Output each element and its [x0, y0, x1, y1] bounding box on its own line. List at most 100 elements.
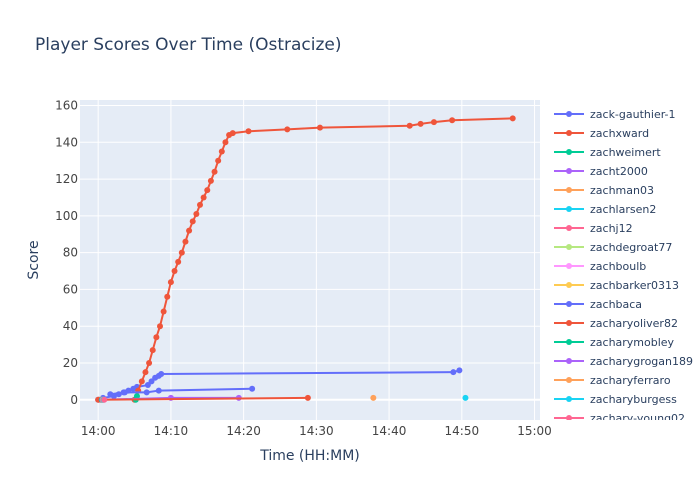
data-point [456, 367, 463, 374]
legend-item[interactable]: zachary-young02 [554, 412, 685, 425]
data-point [142, 369, 149, 376]
legend-item[interactable]: zachdegroat77 [554, 241, 672, 254]
data-point [211, 168, 218, 175]
data-point [155, 387, 162, 394]
legend-item[interactable]: zachlarsen2 [554, 203, 656, 216]
data-point [449, 117, 456, 124]
y-tick-label: 60 [63, 282, 78, 296]
x-tick-label: 14:40 [372, 424, 407, 438]
y-tick-label: 100 [55, 209, 78, 223]
data-point [164, 293, 171, 300]
legend-label: zacharyburgess [590, 393, 677, 406]
legend-item[interactable]: zacharyburgess [554, 393, 677, 406]
data-point [148, 378, 155, 385]
data-point [186, 227, 193, 234]
data-point [144, 382, 151, 389]
legend-label: zacharyoliver82 [590, 317, 678, 330]
y-tick-label: 40 [63, 319, 78, 333]
legend-marker-swatch [566, 358, 572, 364]
data-point [167, 279, 174, 286]
legend-item[interactable]: zacharygrogan189 [554, 355, 693, 368]
legend-item[interactable]: zacharyoliver82 [554, 317, 678, 330]
y-tick-label: 140 [55, 135, 78, 149]
data-point [218, 148, 225, 155]
y-tick-label: 80 [63, 246, 78, 260]
data-point [149, 347, 156, 354]
legend-marker-swatch [566, 149, 572, 155]
data-point [249, 385, 256, 392]
data-point [182, 238, 189, 245]
data-point [284, 126, 291, 133]
legend-item[interactable]: zachbarker0313 [554, 279, 679, 292]
series-zachman03 [370, 394, 377, 401]
legend-item[interactable]: zachweimert [554, 146, 661, 159]
legend-item[interactable]: zacharyferraro [554, 374, 671, 387]
legend-item[interactable]: zachman03 [554, 184, 654, 197]
x-tick-label: 14:30 [299, 424, 334, 438]
series-zachary-young02 [101, 396, 108, 403]
legend-label: zachxward [590, 127, 649, 140]
series-zachbaca [107, 385, 256, 398]
x-axis-title: Time (HH:MM) [259, 448, 360, 464]
series-zachxward [131, 115, 516, 403]
legend-item[interactable]: zachj12 [554, 222, 633, 235]
data-point [143, 389, 150, 396]
data-point [175, 258, 182, 265]
data-point [193, 211, 200, 218]
data-point [430, 119, 437, 126]
legend-item[interactable]: zack-gauthier-1 [554, 108, 676, 121]
legend-marker-swatch [566, 130, 572, 136]
gridlines [80, 100, 540, 420]
data-point [107, 391, 114, 398]
legend-item[interactable]: zachxward [554, 127, 649, 140]
legend-marker-swatch [566, 225, 572, 231]
legend-label: zachary-young02 [590, 412, 685, 425]
data-point [245, 128, 252, 135]
legend-item[interactable]: zachbaca [554, 298, 642, 311]
legend-label: zachj12 [590, 222, 633, 235]
legend-label: zachdegroat77 [590, 241, 672, 254]
series-line [98, 396, 308, 401]
data-point [207, 177, 214, 184]
x-tick-label: 14:10 [154, 424, 189, 438]
data-point [222, 139, 229, 146]
legend-marker-swatch [566, 263, 572, 269]
legend[interactable]: zack-gauthier-1 zachxward zachweimert zacht… [554, 108, 693, 425]
legend-label: zachboulb [590, 260, 646, 273]
data-point [509, 115, 516, 122]
legend-label: zacharygrogan189 [590, 355, 693, 368]
data-point [406, 122, 413, 129]
y-tick-label: 20 [63, 356, 78, 370]
legend-marker-swatch [566, 282, 572, 288]
data-point [146, 359, 153, 366]
legend-label: zachweimert [590, 146, 661, 159]
legend-label: zacharymobley [590, 336, 675, 349]
data-point [138, 378, 145, 385]
legend-label: zack-gauthier-1 [590, 108, 676, 121]
legend-marker-swatch [566, 111, 572, 117]
legend-label: zachbarker0313 [590, 279, 679, 292]
chart-title: Player Scores Over Time (Ostracize) [35, 35, 342, 55]
data-point [229, 130, 236, 137]
data-point [133, 393, 140, 400]
legend-item[interactable]: zacht2000 [554, 165, 648, 178]
data-point [101, 396, 108, 403]
y-axis-title: Score [26, 240, 42, 279]
data-point [153, 334, 160, 341]
data-point [370, 394, 377, 401]
legend-marker-swatch [566, 168, 572, 174]
legend-item[interactable]: zachboulb [554, 260, 646, 273]
data-point [215, 157, 222, 164]
legend-marker-swatch [566, 377, 572, 383]
legend-label: zachman03 [590, 184, 654, 197]
data-point [204, 187, 211, 194]
legend-marker-swatch [566, 301, 572, 307]
series-zachlarsen2 [462, 394, 469, 401]
y-axis-ticks: 0 20 40 60 80 100 120 140 160 [55, 99, 78, 407]
y-tick-label: 160 [55, 99, 78, 113]
legend-marker-swatch [566, 206, 572, 212]
x-tick-label: 14:20 [226, 424, 261, 438]
data-point [121, 389, 128, 396]
legend-item[interactable]: zacharymobley [554, 336, 675, 349]
data-point [450, 369, 457, 376]
